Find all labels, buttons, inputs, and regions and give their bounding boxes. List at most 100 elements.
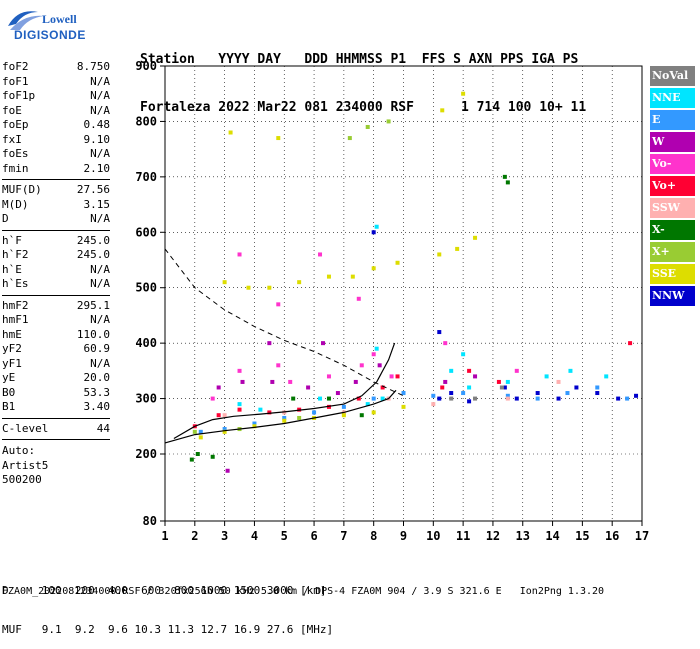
param-row-hme: hmE 110.0 bbox=[2, 328, 110, 343]
logo-swoosh-icon bbox=[8, 11, 44, 30]
data-point-vo bbox=[443, 341, 448, 346]
param-label: fxI bbox=[2, 132, 22, 146]
data-point-vo bbox=[395, 374, 400, 379]
y-tick-label: 900 bbox=[135, 59, 157, 73]
param-label: h`E bbox=[2, 262, 22, 276]
param-label: fmin bbox=[2, 161, 29, 175]
param-row-b0: B0 53.3 bbox=[2, 386, 110, 401]
x-tick-label: 9 bbox=[400, 529, 407, 543]
data-point-sse bbox=[461, 91, 466, 96]
data-point-vo bbox=[628, 341, 633, 346]
header-cell: YYYY DAY bbox=[218, 52, 281, 67]
header-cell: Fortaleza bbox=[140, 100, 211, 115]
auto-program: Artist5 bbox=[2, 458, 49, 472]
data-point-vo bbox=[237, 407, 242, 412]
logo-line2: DIGISONDE bbox=[14, 28, 86, 42]
data-point-vo bbox=[496, 379, 501, 384]
param-value: 245.0 bbox=[76, 248, 110, 261]
polarization-legend: NoVal NNE E W Vo- Vo+ SSW X- X+ SSE NNW bbox=[650, 66, 695, 308]
header-cell: DDD HHMMSS P1 bbox=[304, 52, 407, 67]
data-point-w bbox=[267, 341, 272, 346]
param-row-yf2: yF2 60.9 bbox=[2, 342, 110, 357]
data-point-vo bbox=[288, 379, 293, 384]
y-tick-label: 500 bbox=[135, 281, 157, 295]
param-row-fmin: fmin 2.10 bbox=[2, 162, 110, 177]
data-point-noval bbox=[499, 385, 504, 390]
data-point-e bbox=[282, 415, 287, 420]
y-tick-label: 600 bbox=[135, 225, 157, 239]
data-point-x bbox=[210, 454, 215, 459]
data-point-e bbox=[431, 393, 436, 398]
param-value: 245.0 bbox=[76, 233, 110, 247]
data-point-sse bbox=[228, 130, 233, 135]
param-label: hmF1 bbox=[2, 313, 29, 326]
autoscaling-info: Auto: Artist5 500200 bbox=[2, 444, 110, 488]
data-point-sse bbox=[440, 108, 445, 113]
divider bbox=[2, 417, 110, 419]
data-point-e bbox=[341, 404, 346, 409]
data-point-e bbox=[371, 396, 376, 401]
param-row-ye: yE 20.0 bbox=[2, 371, 110, 386]
electron-density-profile bbox=[164, 389, 397, 444]
data-point-vo bbox=[356, 296, 361, 301]
data-point-nnw bbox=[595, 391, 600, 396]
param-row-mufd: MUF(D) 27.56 bbox=[2, 183, 110, 198]
data-point-sse bbox=[276, 136, 281, 141]
x-tick-label: 17 bbox=[635, 529, 649, 543]
legend-item-nne: NNE bbox=[650, 88, 695, 108]
y-tick-label: 400 bbox=[135, 336, 157, 350]
plot-frame bbox=[164, 65, 643, 522]
param-row-hf2: h`F2 245.0 bbox=[2, 248, 110, 263]
data-point-w bbox=[306, 385, 311, 390]
data-point-nne bbox=[374, 224, 379, 229]
data-point-x bbox=[347, 136, 352, 141]
param-value: 60.9 bbox=[83, 342, 111, 355]
x-tick-label: 11 bbox=[456, 529, 470, 543]
data-point-vo bbox=[237, 368, 242, 373]
legend-item-vo: Vo- bbox=[650, 154, 695, 174]
data-point-nnw bbox=[574, 385, 579, 390]
data-point-nne bbox=[467, 385, 472, 390]
divider bbox=[2, 179, 110, 180]
data-point-x bbox=[195, 452, 200, 456]
data-point-x bbox=[192, 429, 197, 434]
data-point-nne bbox=[237, 402, 242, 407]
data-point-e bbox=[595, 385, 600, 390]
data-point-vo bbox=[267, 410, 272, 415]
param-row-foep: foEp 0.48 bbox=[2, 118, 110, 133]
legend-item-ssw: SSW bbox=[650, 198, 695, 218]
muf-row: MUF 9.1 9.2 9.6 10.3 11.3 12.7 16.9 27.6… bbox=[2, 623, 334, 636]
data-point-e bbox=[535, 396, 540, 401]
param-value: N/A bbox=[90, 89, 110, 102]
data-point-vo bbox=[359, 363, 364, 368]
header-cell: FFS S AXN PPS IGA PS bbox=[421, 52, 579, 67]
data-point-vo bbox=[380, 385, 385, 390]
param-row-fof1: foF1 N/A bbox=[2, 75, 110, 90]
param-value: 2.10 bbox=[83, 161, 111, 175]
data-point-sse bbox=[198, 435, 203, 440]
param-label: M(D) bbox=[2, 197, 29, 211]
y-tick-label: 300 bbox=[135, 392, 157, 406]
param-row-b1: B1 3.40 bbox=[2, 400, 110, 415]
x-tick-label: 7 bbox=[340, 529, 347, 543]
legend-item-e: E bbox=[650, 110, 695, 130]
data-point-w bbox=[377, 363, 382, 368]
data-point-nnw bbox=[556, 396, 561, 401]
param-value: N/A bbox=[90, 356, 110, 370]
data-point-nne bbox=[505, 379, 510, 384]
data-point-w bbox=[240, 379, 245, 384]
param-label: hmE bbox=[2, 327, 22, 341]
param-row-fxi: fxI 9.10 bbox=[2, 133, 110, 148]
auto-label: Auto: bbox=[2, 444, 36, 457]
param-label: B1 bbox=[2, 400, 16, 413]
header-cell: Station bbox=[140, 52, 195, 67]
data-point-x bbox=[291, 396, 296, 401]
param-row-he: h`E N/A bbox=[2, 263, 110, 278]
param-row-yf1: yF1 N/A bbox=[2, 357, 110, 372]
y-tick-label: 700 bbox=[135, 170, 157, 184]
x-tick-label: 5 bbox=[281, 529, 288, 543]
param-value: N/A bbox=[90, 103, 110, 117]
data-point-nnw bbox=[437, 396, 442, 401]
legend-item-w: W bbox=[650, 132, 695, 152]
data-point-nne bbox=[318, 396, 323, 401]
